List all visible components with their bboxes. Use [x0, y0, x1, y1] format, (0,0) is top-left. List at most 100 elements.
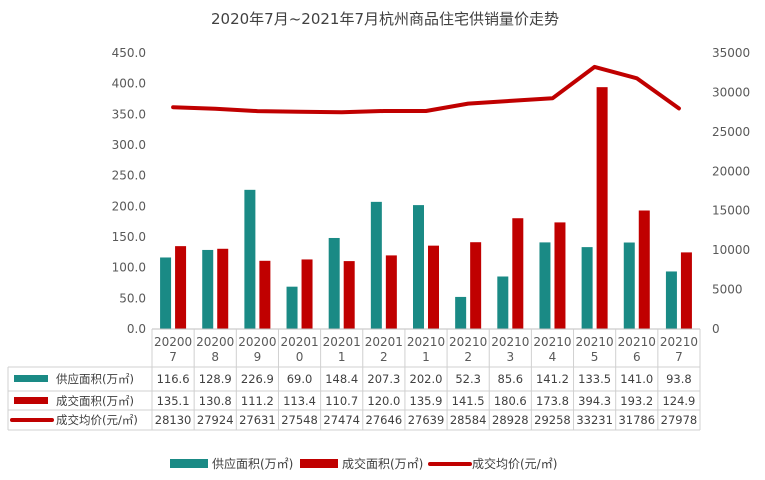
table-cell-value: 33231 [576, 413, 613, 427]
bar-deal-area [259, 260, 271, 329]
y-left-tick-label: 50.0 [119, 291, 146, 305]
category-label-line1: 20201 [365, 335, 403, 349]
table-row-header: 供应面积(万㎡) [56, 372, 134, 386]
data-table: 2020072020082020092020102020112020122021… [7, 328, 701, 431]
y-left-tick-label: 0.0 [127, 322, 146, 336]
table-cell-value: 148.4 [325, 372, 358, 386]
category-label-line2: 2 [464, 350, 472, 364]
bar-supply-area [370, 201, 382, 329]
table-cell-value: 28584 [450, 413, 487, 427]
legend-label: 成交均价(元/㎡) [472, 456, 557, 471]
point-avg-price [593, 65, 597, 69]
category-label-line2: 4 [549, 350, 557, 364]
y-right-tick-label: 0 [712, 322, 720, 336]
table-cell-value: 141.5 [452, 394, 485, 408]
bar-supply-area [455, 296, 467, 329]
y-right-tick-label: 10000 [712, 243, 750, 257]
table-cell-value: 27646 [366, 413, 403, 427]
point-avg-price [255, 109, 259, 113]
table-cell-value: 135.1 [157, 394, 190, 408]
bar-deal-area [385, 255, 397, 329]
table-cell-value: 28130 [155, 413, 192, 427]
bar-supply-area [244, 189, 256, 329]
legend: 供应面积(万㎡) 成交面积(万㎡) 成交均价(元/㎡) [170, 456, 557, 471]
point-avg-price [677, 106, 681, 110]
table-cell-value: 128.9 [199, 372, 232, 386]
bar-deal-area [512, 218, 524, 329]
point-avg-price [298, 110, 302, 114]
table-cell-value: 173.8 [536, 394, 569, 408]
category-label-line2: 7 [169, 350, 177, 364]
category-label-line2: 8 [211, 350, 219, 364]
y-left-tick-label: 350.0 [112, 107, 146, 121]
y-left-tick-label: 300.0 [112, 138, 146, 152]
point-avg-price [466, 102, 470, 106]
point-avg-price [424, 109, 428, 113]
table-cell-value: 52.3 [455, 372, 481, 386]
table-cell-value: 180.6 [494, 394, 527, 408]
bar-deal-area [301, 259, 313, 329]
category-label-line2: 2 [380, 350, 388, 364]
table-cell-value: 116.6 [157, 372, 190, 386]
table-cell-value: 130.8 [199, 394, 232, 408]
chart-title: 2020年7月~2021年7月杭州商品住宅供销量价走势 [211, 10, 559, 28]
table-cell-value: 69.0 [287, 372, 313, 386]
bar-supply-area [665, 271, 677, 329]
category-label-line2: 6 [633, 350, 641, 364]
y-left-tick-label: 150.0 [112, 230, 146, 244]
axes: 0.0 50.0 100.0 150.0 200.0 250.0 300.0 350.0 400… [112, 46, 751, 336]
category-label-line1: 20200 [154, 335, 192, 349]
table-cell-value: 133.5 [578, 372, 611, 386]
table-cell-value: 29258 [534, 413, 571, 427]
table-row-header: 成交面积(万㎡) [56, 394, 134, 408]
y-right-tick-label: 30000 [712, 85, 750, 99]
bar-deal-area [638, 210, 650, 329]
table-cell-value: 193.2 [620, 394, 653, 408]
table-cell-value: 226.9 [241, 372, 274, 386]
table-cell-value: 27924 [197, 413, 234, 427]
point-avg-price [382, 109, 386, 113]
y-right-tick-label: 15000 [712, 204, 750, 218]
table-cell-value: 113.4 [283, 394, 316, 408]
category-label-line1: 20210 [407, 335, 445, 349]
category-label-line1: 20210 [533, 335, 571, 349]
table-cell-value: 141.0 [620, 372, 653, 386]
table-row-header: 成交均价(元/㎡) [56, 413, 138, 427]
bars-group [160, 87, 692, 330]
legend-label: 供应面积(万㎡) [212, 456, 293, 471]
bar-deal-area [470, 242, 482, 329]
table-cell-value: 394.3 [578, 394, 611, 408]
point-avg-price [213, 107, 217, 111]
y-right-tick-label: 25000 [712, 125, 750, 139]
table-cell-value: 207.3 [367, 372, 400, 386]
y-right-tick-label: 35000 [712, 46, 750, 60]
table-cell-value: 27474 [323, 413, 360, 427]
category-label-line2: 1 [422, 350, 430, 364]
category-label-line1: 20201 [323, 335, 361, 349]
table-cell-value: 111.2 [241, 394, 274, 408]
legend-swatch [300, 459, 338, 468]
bar-deal-area [680, 252, 692, 329]
table-cell-value: 110.7 [325, 394, 358, 408]
y-right-tick-label: 20000 [712, 164, 750, 178]
y-right-tick-label: 5000 [712, 283, 743, 297]
category-label-line2: 7 [675, 350, 683, 364]
bar-deal-area [596, 87, 608, 330]
table-cell-value: 31786 [618, 413, 655, 427]
table-cell-value: 85.6 [498, 372, 524, 386]
point-avg-price [508, 99, 512, 103]
bar-supply-area [160, 257, 172, 329]
point-avg-price [171, 105, 175, 109]
y-left-tick-label: 400.0 [112, 77, 146, 91]
table-cell-value: 28928 [492, 413, 529, 427]
category-label-line2: 1 [338, 350, 346, 364]
bar-supply-area [328, 237, 340, 329]
category-label-line1: 20201 [280, 335, 318, 349]
category-label-line2: 5 [591, 350, 599, 364]
table-row-swatch [14, 397, 48, 404]
category-label-line1: 20210 [576, 335, 614, 349]
y-left-tick-label: 100.0 [112, 261, 146, 275]
bar-deal-area [343, 261, 355, 329]
y-left-tick-label: 450.0 [112, 46, 146, 60]
category-label-line1: 20210 [449, 335, 487, 349]
